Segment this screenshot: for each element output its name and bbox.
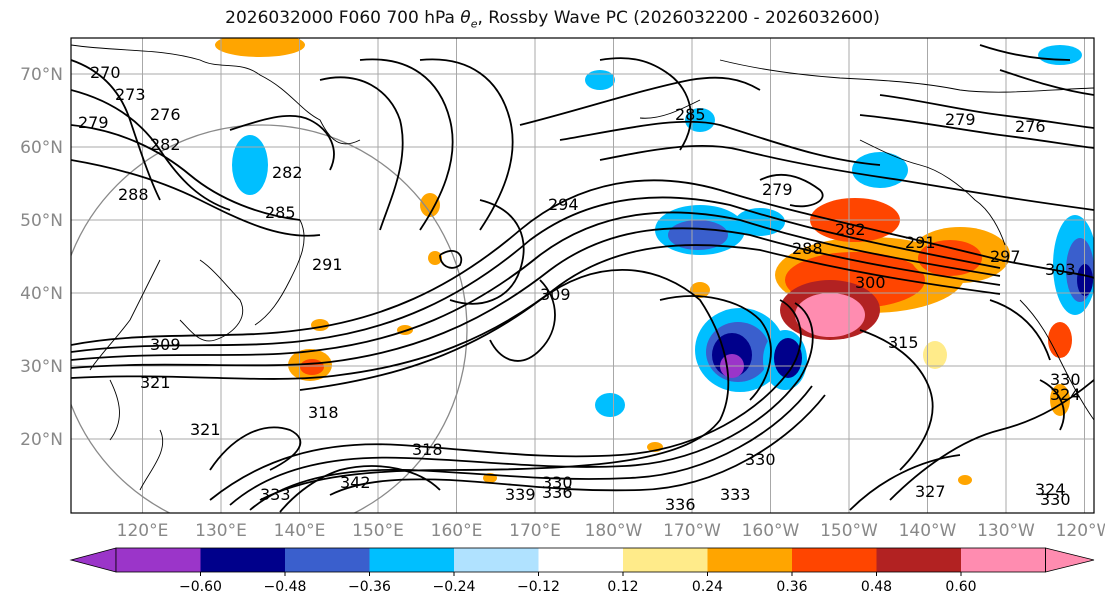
contour-label: 300 [855,273,886,292]
contour-label: 297 [990,247,1021,266]
colorbar-frame [115,547,1046,573]
contour-label: 282 [835,220,866,239]
contour-label: 327 [915,482,946,501]
lat-label: 60°N [20,138,63,158]
contour-label: 285 [675,105,706,124]
colorbar-tick-label: −0.12 [517,579,560,595]
contour-label: 276 [1015,117,1046,136]
lon-label: 170°E [509,521,561,541]
contour-label: 318 [308,403,339,422]
contour-label: 342 [340,473,371,492]
title-rest: , Rossby Wave PC (2026032200 - 202603260… [477,8,880,28]
contour-label: 330 [1050,370,1081,389]
colorbar-tick-label: −0.48 [264,579,307,595]
contour-label: 315 [888,333,919,352]
colorbar-segment [961,548,1046,572]
map-panel: 270 273 276 279 282 282 285 288 294 309 … [71,38,1094,514]
contour-label: 282 [272,163,303,182]
contour-label: 288 [118,185,149,204]
colorbar-segment [623,548,708,572]
colorbar-extend-high [1045,547,1095,573]
colorbar-tick-label: 0.48 [861,579,892,595]
lon-label: 160°E [431,521,483,541]
lat-label: 70°N [20,65,63,85]
map-title: 2026032000 F060 700 hPa θe, Rossby Wave … [0,8,1105,30]
contour-label: 279 [78,113,109,132]
contour-label: 282 [150,135,181,154]
colorbar-tick-label: 0.60 [945,579,976,595]
contour-label: 279 [762,180,793,199]
contour-label: 303 [1045,260,1076,279]
title-run: 2026032000 F060 700 hPa [225,8,461,28]
contour-label: 321 [140,373,171,392]
contour-label: 294 [548,195,579,214]
contour-label: 276 [150,105,181,124]
contour-label: 291 [905,233,936,252]
contour-label: 273 [115,85,146,104]
colorbar-tick-label: −0.24 [433,579,476,595]
colorbar: −0.60 −0.48 −0.36 −0.24 −0.12 0.12 0.24 0.36 0.4… [69,547,1095,595]
contour-label: 324 [1050,385,1081,404]
lon-label: 120°W [1056,521,1105,541]
lon-label: 150°E [352,521,404,541]
contour-label: 336 [665,495,696,514]
lon-label: 160°W [742,521,800,541]
colorbar-tick-label: 0.24 [692,579,723,595]
colorbar-segment [369,548,454,572]
lat-label: 50°N [20,211,63,231]
contour-label: 336 [542,483,573,502]
contour-label: 321 [190,420,221,439]
lon-label: 180°W [585,521,643,541]
contour-label: 330 [1040,490,1071,509]
colorbar-segment [876,548,961,572]
map-frame [70,37,1095,514]
latitude-labels: 70°N 60°N 50°N 40°N 30°N 20°N [20,65,63,450]
colorbar-segment [200,548,285,572]
colorbar-tick-label: −0.60 [179,579,222,595]
contour-label: 288 [792,239,823,258]
title-symbol: θ [460,8,471,28]
contour-label: 333 [720,485,751,504]
graticule [71,38,1094,513]
anomaly-shading [215,38,1094,485]
lon-label: 140°E [274,521,326,541]
contour-label: 270 [90,63,121,82]
colorbar-extend-low [69,547,117,573]
colorbar-segment [285,548,370,572]
lon-label: 130°W [977,521,1035,541]
lon-label: 130°E [195,521,247,541]
lat-label: 20°N [20,430,63,450]
reference-circle [71,124,468,513]
contour-label: 318 [412,440,443,459]
contour-label: 309 [150,335,181,354]
contour-label: 324 [1035,480,1066,499]
contour-label: 333 [260,485,291,504]
theta-e-contours [71,44,1094,513]
colorbar-segment [792,548,877,572]
lon-label: 150°W [820,521,878,541]
lon-label: 170°W [663,521,721,541]
colorbar-segment [538,548,623,572]
colorbar-tick-label: −0.36 [348,579,391,595]
contour-label-group: 270 273 276 279 282 282 285 288 294 309 … [78,63,1081,514]
lat-label: 30°N [20,357,63,377]
contour-label: 285 [265,203,296,222]
contour-label: 339 [505,485,536,504]
longitude-labels: 120°E 130°E 140°E 150°E 160°E 170°E 180°W 170°W… [117,521,1105,541]
colorbar-tick-label: 0.12 [607,579,638,595]
contour-label: 330 [745,450,776,469]
colorbar-tick-label: 0.36 [776,579,807,595]
contour-label: 330 [542,473,573,492]
contour-label: 279 [945,110,976,129]
lat-label: 40°N [20,284,63,304]
lon-label: 120°E [117,521,169,541]
contour-label: 309 [540,285,571,304]
colorbar-segment [454,548,539,572]
contour-label: 291 [312,255,343,274]
title-subscript: e [470,17,478,31]
colorbar-segment [116,548,201,572]
colorbar-segment [707,548,792,572]
lon-label: 140°W [899,521,957,541]
